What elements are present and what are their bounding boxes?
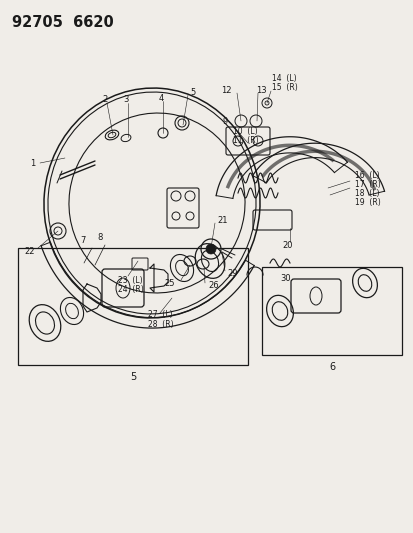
Text: 14  (L): 14 (L) — [271, 74, 296, 83]
Text: 5: 5 — [130, 372, 136, 382]
Text: 29: 29 — [226, 269, 237, 278]
Text: 23  (L): 23 (L) — [118, 276, 142, 285]
Text: 28  (R): 28 (R) — [147, 319, 173, 328]
Text: 2: 2 — [102, 94, 107, 103]
Text: 25: 25 — [164, 279, 175, 287]
Bar — [261, 267, 401, 355]
Text: 9: 9 — [222, 117, 228, 125]
Text: 30: 30 — [279, 273, 290, 282]
Text: 26: 26 — [207, 280, 218, 289]
Text: 13: 13 — [255, 85, 266, 94]
Text: 7: 7 — [80, 236, 85, 245]
Circle shape — [206, 244, 216, 254]
Text: 4: 4 — [158, 93, 163, 102]
Text: 5: 5 — [190, 87, 195, 96]
Bar — [18, 248, 247, 365]
Text: 19  (R): 19 (R) — [354, 198, 380, 206]
Text: 11  (R): 11 (R) — [233, 135, 258, 144]
Text: 24  (R): 24 (R) — [118, 285, 143, 294]
Text: 27  (L): 27 (L) — [147, 311, 172, 319]
Text: 3: 3 — [123, 94, 128, 103]
Text: 22: 22 — [24, 246, 35, 255]
Text: 18  (L): 18 (L) — [354, 189, 379, 198]
Text: 1: 1 — [30, 158, 35, 167]
Text: 20: 20 — [282, 240, 292, 249]
Text: 6: 6 — [328, 362, 334, 372]
Text: 12: 12 — [221, 85, 231, 94]
Text: 21: 21 — [216, 215, 227, 224]
Text: 92705  6620: 92705 6620 — [12, 15, 114, 30]
Text: 16  (L): 16 (L) — [354, 171, 379, 180]
Text: 15  (R): 15 (R) — [271, 83, 297, 92]
Text: 8: 8 — [97, 232, 102, 241]
Text: 10  (L): 10 (L) — [233, 126, 257, 135]
Text: 17  (R): 17 (R) — [354, 180, 380, 189]
